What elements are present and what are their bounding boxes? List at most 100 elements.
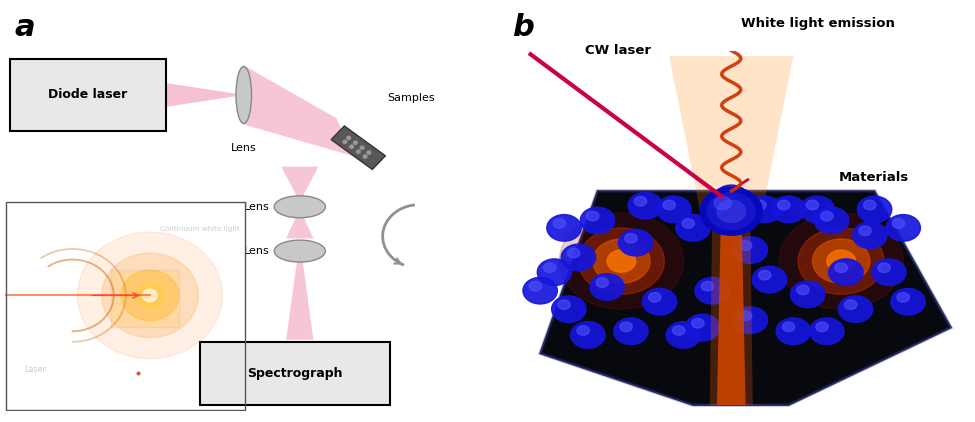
FancyBboxPatch shape <box>10 59 166 131</box>
Circle shape <box>685 314 720 341</box>
Circle shape <box>753 266 787 293</box>
Circle shape <box>673 326 684 335</box>
Polygon shape <box>287 215 314 238</box>
Text: Samples: Samples <box>387 93 435 103</box>
Circle shape <box>142 289 157 302</box>
Circle shape <box>812 239 870 283</box>
Text: Laser: Laser <box>24 365 46 374</box>
Polygon shape <box>540 191 951 405</box>
Circle shape <box>838 296 873 322</box>
Circle shape <box>543 263 556 273</box>
Circle shape <box>797 285 809 295</box>
Circle shape <box>791 281 825 308</box>
Text: b: b <box>512 13 533 42</box>
Circle shape <box>754 200 766 210</box>
Circle shape <box>701 281 714 291</box>
Circle shape <box>354 141 357 144</box>
Circle shape <box>682 219 694 228</box>
Circle shape <box>878 263 890 273</box>
Circle shape <box>707 193 756 230</box>
Polygon shape <box>710 222 753 405</box>
Circle shape <box>666 322 701 348</box>
Polygon shape <box>332 126 385 169</box>
Circle shape <box>628 192 662 219</box>
Circle shape <box>570 322 605 348</box>
Circle shape <box>578 228 664 295</box>
Circle shape <box>593 239 650 283</box>
Circle shape <box>547 214 581 241</box>
Circle shape <box>844 300 857 309</box>
Circle shape <box>721 189 732 199</box>
Circle shape <box>587 211 599 221</box>
Circle shape <box>852 222 887 249</box>
Circle shape <box>553 219 566 228</box>
Circle shape <box>891 289 925 315</box>
Circle shape <box>835 263 847 273</box>
Circle shape <box>357 150 360 153</box>
Circle shape <box>695 277 729 304</box>
Polygon shape <box>669 56 794 211</box>
Text: Materials: Materials <box>838 171 909 184</box>
Text: Lens: Lens <box>231 143 256 154</box>
Circle shape <box>101 253 198 338</box>
Circle shape <box>560 213 683 309</box>
Text: Lens: Lens <box>244 202 269 212</box>
Circle shape <box>733 307 767 333</box>
Circle shape <box>364 155 367 158</box>
Polygon shape <box>717 222 746 405</box>
Polygon shape <box>161 82 244 108</box>
Circle shape <box>814 207 849 234</box>
Circle shape <box>700 187 762 235</box>
Circle shape <box>816 322 828 332</box>
Circle shape <box>759 271 771 280</box>
Circle shape <box>663 200 676 210</box>
Circle shape <box>714 197 731 210</box>
Circle shape <box>897 292 910 302</box>
Text: Lens: Lens <box>244 246 269 256</box>
Circle shape <box>562 244 596 271</box>
Circle shape <box>523 277 558 304</box>
Polygon shape <box>287 262 314 340</box>
Ellipse shape <box>274 240 326 262</box>
Circle shape <box>580 207 614 234</box>
Circle shape <box>829 259 863 285</box>
Circle shape <box>618 229 653 256</box>
Circle shape <box>657 196 691 223</box>
Circle shape <box>739 311 752 321</box>
Circle shape <box>859 226 872 235</box>
FancyBboxPatch shape <box>111 270 179 327</box>
Circle shape <box>77 232 222 359</box>
Polygon shape <box>281 167 318 196</box>
Circle shape <box>613 318 648 344</box>
Circle shape <box>827 250 855 272</box>
Circle shape <box>558 300 570 309</box>
Circle shape <box>350 145 354 148</box>
Circle shape <box>648 292 661 302</box>
Circle shape <box>625 233 637 243</box>
Circle shape <box>343 140 347 143</box>
Circle shape <box>590 273 624 300</box>
Circle shape <box>691 318 704 328</box>
Circle shape <box>799 228 884 295</box>
Circle shape <box>529 281 541 291</box>
Circle shape <box>864 200 876 210</box>
Circle shape <box>806 200 819 210</box>
Text: a: a <box>15 13 35 42</box>
Circle shape <box>635 197 646 206</box>
Circle shape <box>778 200 790 210</box>
Circle shape <box>886 214 920 241</box>
Ellipse shape <box>274 196 326 218</box>
Circle shape <box>121 270 179 321</box>
Circle shape <box>714 185 749 212</box>
Circle shape <box>771 196 805 223</box>
Ellipse shape <box>236 66 252 123</box>
Circle shape <box>643 289 677 315</box>
Circle shape <box>607 250 636 272</box>
Circle shape <box>748 196 782 223</box>
Circle shape <box>776 318 810 344</box>
Circle shape <box>782 322 795 332</box>
Circle shape <box>676 214 710 241</box>
Circle shape <box>347 136 351 140</box>
Polygon shape <box>244 65 353 156</box>
Text: Diode laser: Diode laser <box>48 89 128 101</box>
